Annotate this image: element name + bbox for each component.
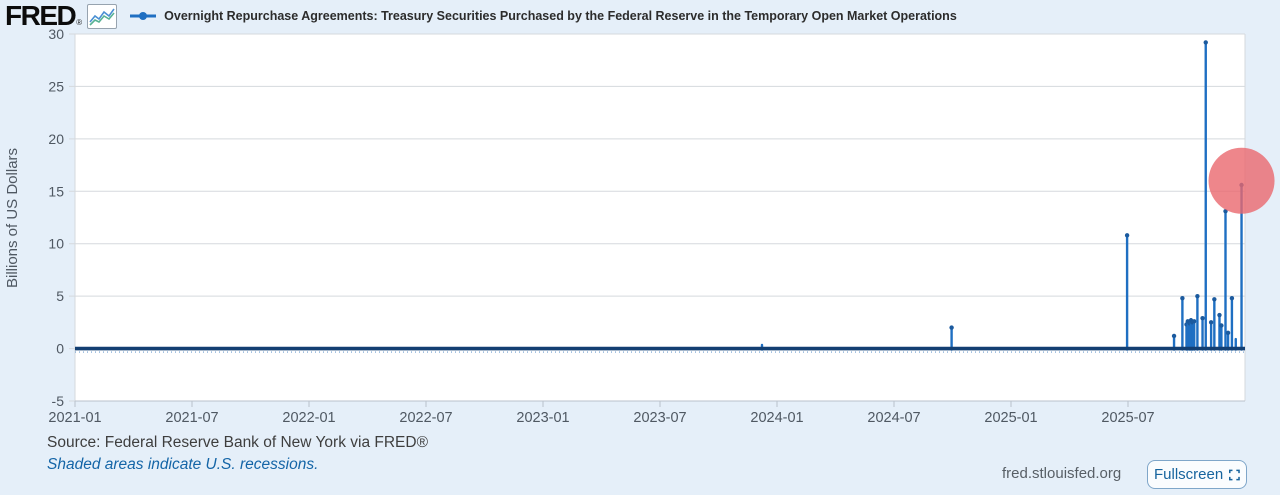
- svg-text:5: 5: [56, 288, 64, 304]
- fullscreen-button-label: Fullscreen: [1154, 466, 1224, 483]
- fred-site-url: fred.stlouisfed.org: [1002, 465, 1122, 482]
- svg-text:20: 20: [48, 131, 64, 147]
- point-highlight: [1208, 147, 1275, 214]
- svg-text:30: 30: [48, 26, 64, 42]
- svg-text:2024-07: 2024-07: [867, 410, 920, 426]
- source-attribution: Source: Federal Reserve Bank of New York…: [47, 434, 428, 451]
- series-legend[interactable]: Overnight Repurchase Agreements: Treasur…: [128, 9, 957, 23]
- svg-text:25: 25: [48, 78, 64, 94]
- svg-text:2025-07: 2025-07: [1101, 410, 1154, 426]
- fred-logo[interactable]: FRED ®: [5, 0, 83, 31]
- x-axis-labels: 2021-01 2021-07 2022-01 2022-07 2023-01 2023-…: [48, 401, 1155, 426]
- legend-series-label: Overnight Repurchase Agreements: Treasur…: [164, 9, 957, 23]
- svg-text:2023-01: 2023-01: [516, 410, 569, 426]
- svg-text:10: 10: [48, 236, 64, 252]
- svg-text:2024-01: 2024-01: [750, 410, 803, 426]
- svg-text:2022-01: 2022-01: [282, 410, 335, 426]
- svg-text:2023-07: 2023-07: [633, 410, 686, 426]
- y-axis-title: Billions of US Dollars: [4, 148, 21, 288]
- svg-text:2021-01: 2021-01: [48, 410, 101, 426]
- svg-text:2025-01: 2025-01: [984, 410, 1037, 426]
- chart-header: FRED ® Overnight Repurchase Agreements: …: [5, 1, 957, 31]
- plot-area: [75, 34, 1245, 401]
- svg-text:0: 0: [56, 341, 64, 357]
- svg-text:15: 15: [48, 183, 64, 199]
- fred-sparkline-icon: [87, 3, 118, 29]
- svg-text:2022-07: 2022-07: [399, 410, 452, 426]
- fullscreen-icon: [1229, 469, 1240, 480]
- svg-text:2021-07: 2021-07: [165, 410, 218, 426]
- registered-mark: ®: [76, 18, 83, 27]
- svg-text:-5: -5: [52, 393, 65, 409]
- legend-line-icon: [130, 12, 157, 20]
- repo-line-chart[interactable]: -5 0 5 10 15 20 25 30 2021-01 2021-07 2022-01 2022-…: [0, 0, 1280, 430]
- fullscreen-button[interactable]: Fullscreen: [1147, 460, 1247, 489]
- recession-note-link[interactable]: Shaded areas indicate U.S. recessions.: [47, 456, 319, 473]
- fred-logo-text: FRED: [5, 0, 77, 31]
